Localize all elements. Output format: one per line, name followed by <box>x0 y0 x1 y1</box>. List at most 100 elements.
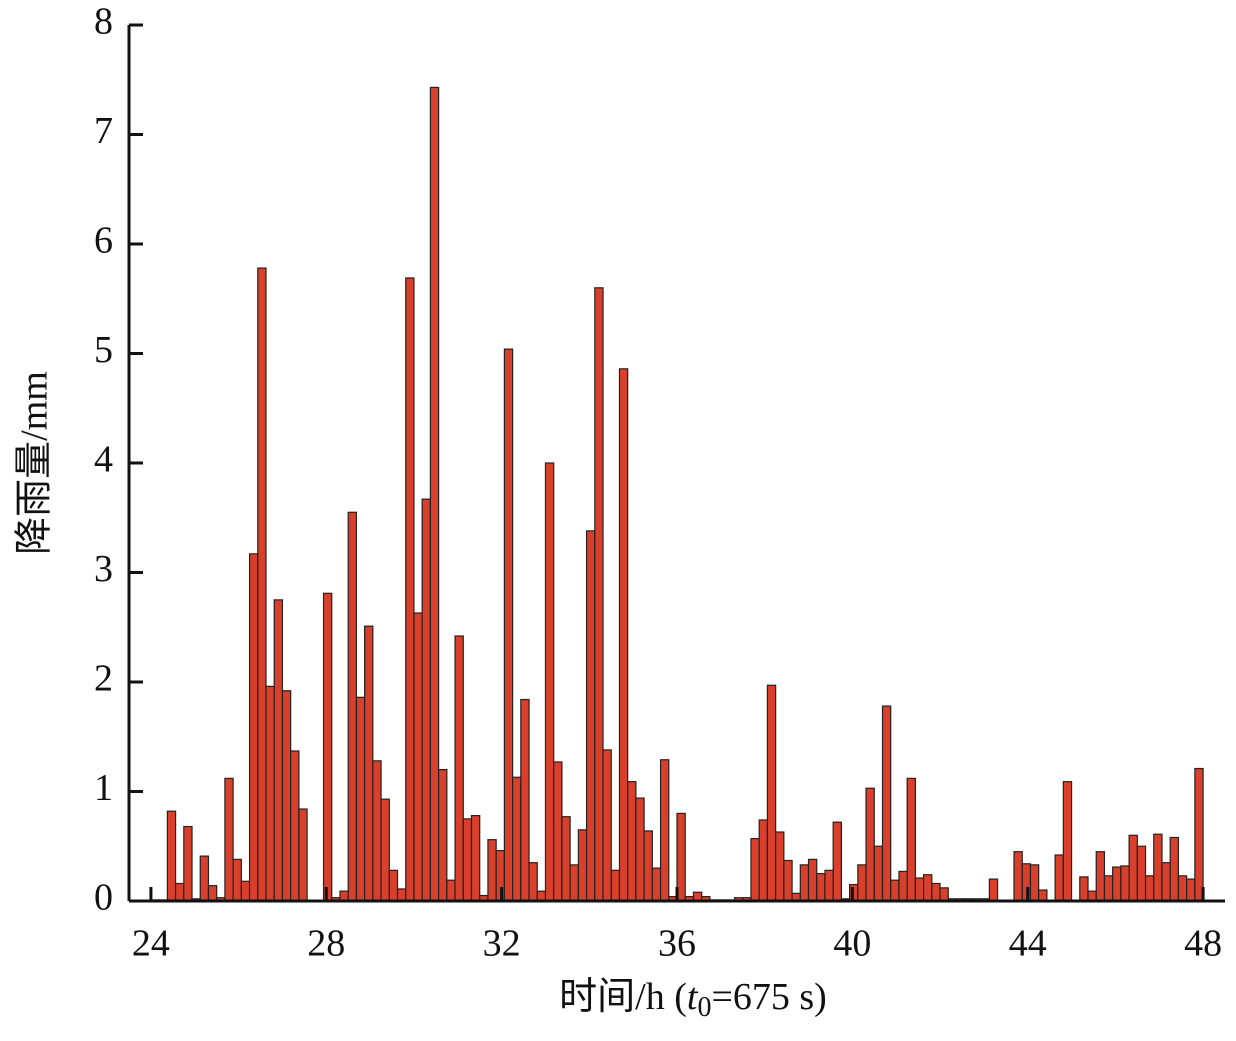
bar <box>1136 845 1147 902</box>
bar <box>290 750 300 902</box>
y-tick-label: 4 <box>94 439 113 481</box>
bar <box>183 825 193 902</box>
bar <box>1112 866 1122 902</box>
bar <box>643 830 653 902</box>
bar <box>429 86 440 902</box>
bar <box>1013 851 1023 902</box>
y-tick-label: 5 <box>94 329 113 371</box>
bar <box>380 798 390 902</box>
bar <box>528 862 538 902</box>
bar <box>487 839 497 902</box>
bar <box>347 511 358 902</box>
bar <box>273 599 284 902</box>
y-tick-label: 8 <box>94 1 113 43</box>
bar <box>906 777 916 902</box>
x-tick-label: 28 <box>307 923 345 965</box>
bar <box>388 869 399 902</box>
bar <box>1144 875 1155 902</box>
bar <box>775 831 785 902</box>
bar <box>1177 875 1188 902</box>
bar <box>1194 767 1204 902</box>
bar <box>783 859 793 902</box>
bar <box>610 869 621 902</box>
bar <box>922 874 933 902</box>
bar <box>569 864 579 902</box>
bar <box>1186 878 1196 902</box>
bar <box>939 887 949 902</box>
bar <box>1161 862 1171 902</box>
y-axis-title: 降雨量/mm <box>14 371 56 555</box>
bar <box>248 553 259 902</box>
y-tick-label: 0 <box>94 877 113 919</box>
bar <box>1054 854 1064 902</box>
bar <box>1095 851 1106 902</box>
bar <box>1029 864 1040 902</box>
bar <box>857 864 867 902</box>
bar <box>1062 781 1073 902</box>
bar <box>503 348 514 902</box>
x-tick-label: 44 <box>1009 923 1047 965</box>
bar <box>824 869 834 902</box>
x-axis-title: 时间/h (t0=675 s) <box>559 976 827 1024</box>
x-tick-label: 24 <box>132 923 170 965</box>
bar <box>890 879 900 902</box>
bar <box>470 814 481 902</box>
bar <box>372 760 382 902</box>
bar <box>659 759 670 902</box>
x-tick-label: 48 <box>1184 923 1222 965</box>
bar <box>396 888 407 902</box>
bar <box>421 498 431 902</box>
x-title-part: t <box>687 976 699 1018</box>
bar <box>520 698 530 902</box>
bar <box>881 705 892 902</box>
x-tick-label: 32 <box>483 923 521 965</box>
bar <box>322 592 333 902</box>
bar <box>413 612 423 902</box>
bar <box>446 879 456 902</box>
bar <box>873 845 884 902</box>
bar <box>898 870 908 902</box>
bar <box>618 368 629 902</box>
bar <box>577 829 588 902</box>
bar <box>544 462 555 902</box>
bar <box>585 530 596 902</box>
bar <box>1153 833 1163 902</box>
bar <box>931 882 941 902</box>
bar <box>988 878 999 902</box>
bar <box>627 781 637 902</box>
bar <box>257 267 267 902</box>
bar <box>355 696 366 902</box>
y-tick-label: 3 <box>94 548 113 590</box>
bar <box>1120 865 1130 902</box>
bar <box>750 837 760 902</box>
bar <box>553 761 563 902</box>
bar <box>1128 834 1138 902</box>
bar <box>298 808 308 902</box>
bar <box>602 749 612 902</box>
bar <box>807 858 818 902</box>
bar <box>174 882 185 902</box>
bar <box>405 277 415 902</box>
bar <box>766 684 777 902</box>
x-tick-label: 36 <box>658 923 696 965</box>
bar <box>832 821 842 902</box>
bar <box>511 776 522 902</box>
bar <box>166 810 177 902</box>
bar <box>1103 875 1114 902</box>
bar <box>281 690 292 902</box>
x-tick-label: 40 <box>833 923 871 965</box>
y-tick-label: 2 <box>94 658 113 700</box>
bar <box>462 818 473 902</box>
bar <box>1038 889 1048 902</box>
bar <box>224 777 234 902</box>
bar <box>758 819 769 902</box>
bar <box>914 877 925 902</box>
x-title-part: 0 <box>697 992 711 1023</box>
bar <box>265 685 275 902</box>
bar <box>454 635 464 902</box>
bar <box>207 885 218 902</box>
x-title-part: 时间/h ( <box>559 976 687 1018</box>
bar <box>816 873 826 902</box>
